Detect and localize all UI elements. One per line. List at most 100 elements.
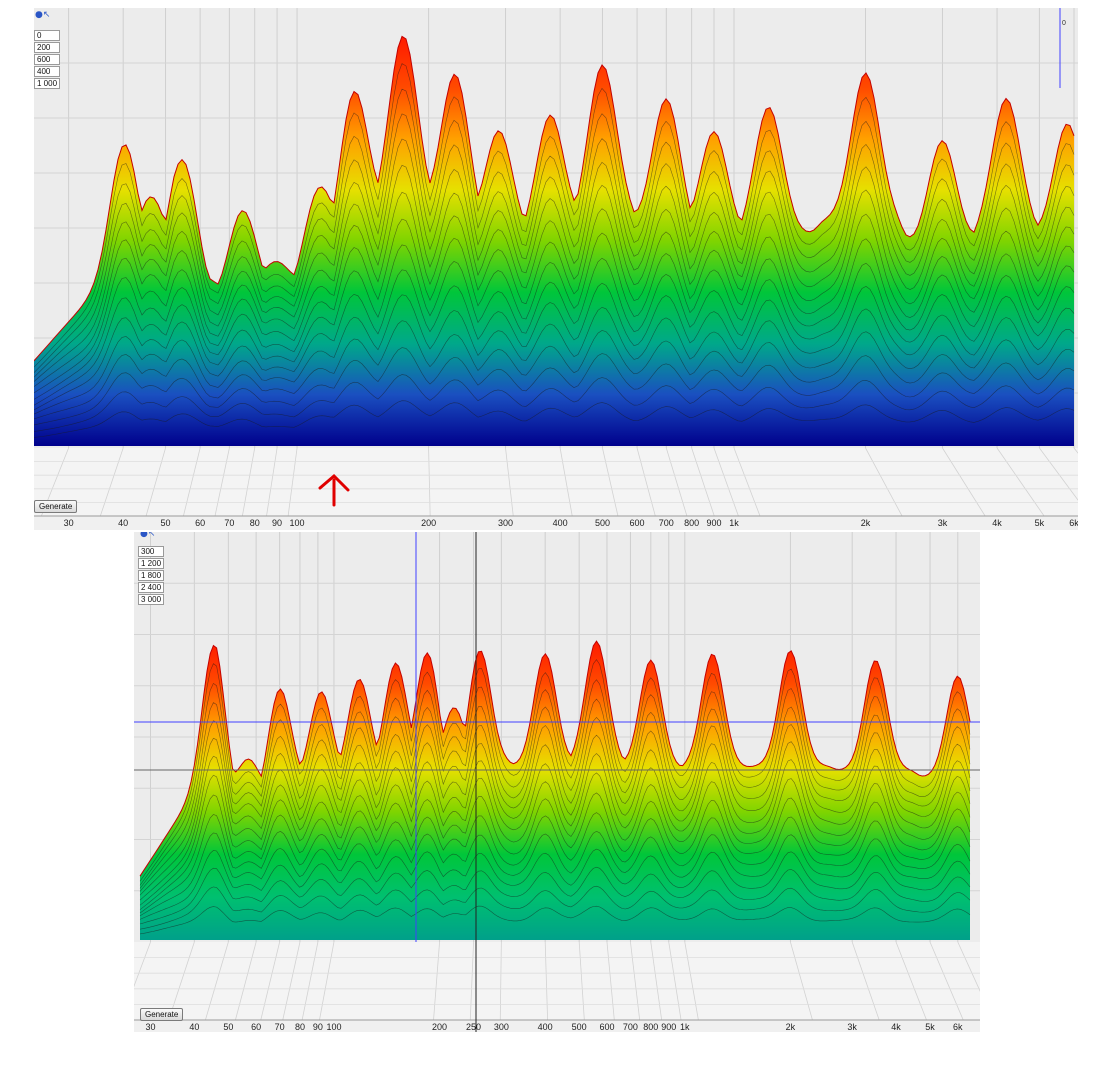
time-slice-3[interactable]: 400 (34, 66, 61, 77)
x-tick-label: 200 (421, 518, 436, 528)
floor-gridline (665, 447, 688, 517)
floor-gridline (469, 941, 474, 1021)
x-tick-label: 600 (599, 1022, 614, 1032)
floor-gridline (235, 941, 257, 1021)
contour-slice (34, 294, 1075, 415)
x-tick-label: 800 (684, 518, 699, 528)
floor-gridline (260, 941, 281, 1021)
contour-slice (139, 792, 971, 910)
x-tick-label: 250 (466, 1022, 481, 1032)
floor-gridline (895, 941, 927, 1021)
contour-slice (34, 347, 1075, 426)
x-tick-label: 700 (659, 518, 674, 528)
x-tick-label: 1k (729, 518, 739, 528)
time-slice-3[interactable]: 2 400 (138, 582, 165, 593)
floor-gridline (241, 447, 256, 517)
x-tick-label: 500 (595, 518, 610, 528)
surface-ridge (139, 640, 971, 877)
floor-gridline (183, 447, 201, 517)
time-slice-2[interactable]: 600 (34, 54, 61, 65)
x-tick-label: 200 (432, 1022, 447, 1032)
floor-gridline (214, 447, 230, 517)
waterfall-chart-top: 30 40 50 60 70 80 90 100 200 300 400 500 600 700 800 90… (34, 8, 1078, 530)
x-tick-label: 400 (538, 1022, 553, 1032)
x-tick-label: 4k (992, 518, 1002, 528)
x-tick-label: 70 (275, 1022, 285, 1032)
contour-slice (139, 716, 971, 892)
x-tick-label: 40 (189, 1022, 199, 1032)
waterfall-panel-top: 30 40 50 60 70 80 90 100 200 300 400 500 600 700 800 90… (34, 8, 1078, 530)
x-tick-label: 700 (623, 1022, 638, 1032)
contour-slice (139, 812, 971, 914)
floor-gridline (145, 447, 166, 517)
floor-gridline (499, 941, 502, 1021)
x-tick-label: 90 (313, 1022, 323, 1032)
x-tick-label: 4k (891, 1022, 901, 1032)
x-tick-label: 300 (498, 518, 513, 528)
x-tick-label: 40 (118, 518, 128, 528)
x-tick-label: 80 (250, 518, 260, 528)
x-tick-label: 300 (494, 1022, 509, 1032)
x-tick-label: 60 (195, 518, 205, 528)
floor-gridline (668, 941, 682, 1021)
generate-button[interactable]: Generate (34, 500, 78, 513)
contour-slice (34, 63, 1075, 368)
floor-gridline (790, 941, 813, 1021)
cursor-tool-icon[interactable]: ●↖ (35, 10, 51, 20)
floor-gridline (684, 941, 699, 1021)
x-tick-label: 500 (572, 1022, 587, 1032)
floor-gridline (99, 447, 124, 517)
x-tick-label: 100 (290, 518, 305, 528)
x-tick-label: 100 (326, 1022, 341, 1032)
x-tick-label: 50 (223, 1022, 233, 1032)
floor-gridline (957, 941, 980, 992)
time-slice-1[interactable]: 200 (34, 42, 61, 53)
contour-slice (34, 244, 1075, 406)
floor-gridline (606, 941, 615, 1021)
floor-gridline (1039, 447, 1078, 501)
x-tick-label: 3k (847, 1022, 857, 1032)
cursor-tool-icon[interactable]: ●↖ (140, 532, 156, 539)
floor-gridline (301, 941, 319, 1021)
contour-slice (34, 374, 1075, 432)
time-slice-4[interactable]: 1 000 (34, 78, 61, 89)
floor-gridline (559, 447, 573, 517)
floor-gridline (733, 447, 761, 517)
floor-gridline (266, 447, 278, 517)
floor-gridline (650, 941, 663, 1021)
floor-gridline (168, 941, 195, 1021)
waterfall-chart-bottom: 30 40 50 60 70 80 90 100 200 250 300 400 500 600 700 80… (134, 532, 980, 1032)
x-tick-label: 90 (272, 518, 282, 528)
contour-slice (139, 830, 971, 917)
x-tick-label: 6k (953, 1022, 963, 1032)
floor-gridline (929, 941, 964, 1021)
time-slice-list-bottom: 300 1 200 1 800 2 400 3 000 (138, 546, 165, 605)
floor-gridline (319, 941, 335, 1021)
contour-slice (34, 400, 1075, 438)
waterfall-surface (34, 36, 1074, 447)
time-slice-0[interactable]: 0 (34, 30, 61, 41)
floor-gridline (205, 941, 229, 1021)
contour-slice (139, 905, 971, 935)
x-tick-label: 6k (1069, 518, 1078, 528)
contour-slice (34, 320, 1075, 420)
time-slice-0[interactable]: 300 (138, 546, 165, 557)
time-slice-2[interactable]: 1 800 (138, 570, 165, 581)
x-tick-label: 600 (630, 518, 645, 528)
contour-slice (34, 269, 1075, 411)
contour-slice (34, 88, 1075, 373)
time-slice-4[interactable]: 3 000 (138, 594, 165, 605)
contour-slice (34, 164, 1075, 387)
x-tick-label: 900 (661, 1022, 676, 1032)
contour-slice (139, 885, 971, 930)
generate-button[interactable]: Generate (140, 1008, 184, 1021)
contour-slice (139, 753, 971, 901)
x-tick-label: 30 (64, 518, 74, 528)
x-tick-label: 30 (146, 1022, 156, 1032)
floor-gridline (544, 941, 548, 1021)
time-slice-1[interactable]: 1 200 (138, 558, 165, 569)
contour-slice (139, 698, 971, 889)
x-tick-label: 60 (251, 1022, 261, 1032)
surface-ridge (34, 35, 1075, 362)
contour-slice (139, 866, 971, 925)
